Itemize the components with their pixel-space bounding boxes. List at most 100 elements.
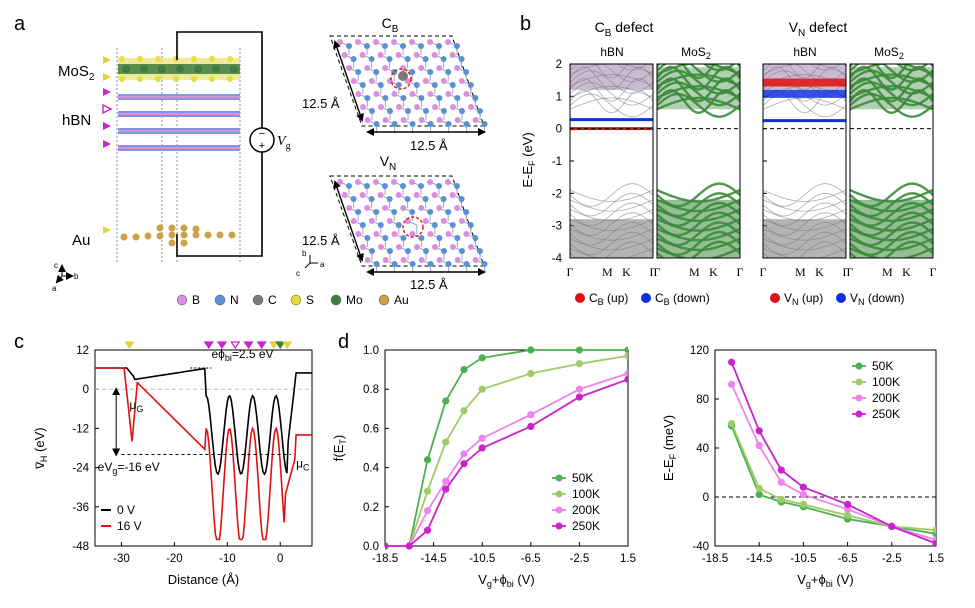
potential-ylabel: v̅H (eV) <box>32 427 49 469</box>
nitrogen-atom <box>400 183 406 189</box>
band-panel-frame <box>569 63 654 259</box>
legend-label: 100K <box>872 375 900 389</box>
data-point-200K <box>423 507 432 515</box>
boron-atom <box>337 179 343 185</box>
boron-atom <box>427 39 433 45</box>
data-point-50K <box>460 366 468 374</box>
data-point-250K <box>575 393 584 401</box>
potential-plot: 12 0 -12 -24 -36 -48 -30 -20 -10 0 eϕbi=2.5 eV μG μC… <box>32 341 313 587</box>
ytick-label: 12 <box>76 345 89 357</box>
bands-ytick: 0 <box>556 124 562 136</box>
nitrogen-atom <box>364 95 371 101</box>
legend-label: 50K <box>872 359 893 373</box>
boron-atom <box>436 117 443 123</box>
ytick-label: 40 <box>696 443 709 455</box>
boron-atom <box>373 231 380 237</box>
nitrogen-atom <box>467 222 474 228</box>
gate-plus: + <box>259 140 265 152</box>
legend-spin-icon <box>641 293 651 303</box>
nitrogen-atom <box>409 121 416 127</box>
data-point-200K <box>727 380 736 388</box>
nitrogen-atom <box>463 261 470 267</box>
data-point-100K <box>442 438 450 446</box>
data-point-200K <box>777 478 785 486</box>
gate-label: Vg <box>277 134 291 152</box>
subtitle-mos2: MoS2 <box>681 45 711 61</box>
ytick-label: 0.0 <box>363 541 379 553</box>
boron-atom <box>472 257 479 263</box>
axis-b-label: b <box>74 272 79 281</box>
legend-atom-label: C <box>268 293 277 307</box>
data-point-250K <box>799 483 808 491</box>
boron-atom <box>418 65 425 71</box>
data-point-100K <box>932 526 936 534</box>
band-panel-frame <box>762 63 847 259</box>
nitrogen-atom <box>418 95 425 101</box>
layer-position-marker <box>230 341 241 350</box>
bands-ylabel: E-EF (eV) <box>520 132 537 187</box>
band-structure-panels: 210-1-2-3-4Γ M K ΓΓ M K Γ Γ M K ΓΓ M K Γ <box>552 59 937 279</box>
data-point-200K <box>478 434 486 442</box>
nitrogen-atom <box>427 121 434 127</box>
nitrogen-atom <box>431 82 438 88</box>
nitrogen-atom <box>391 209 398 215</box>
legend-atom-icon <box>378 294 390 306</box>
nitrogen-atom <box>409 69 416 75</box>
occupation-chart: -18.5 -14.5 -10.5 -6.5 -2.5 1.5 0.0 0.2 0.4 0.6 0.… <box>331 345 636 589</box>
subtitle-mos2: MoS2 <box>874 45 904 61</box>
nitrogen-atom <box>459 248 465 254</box>
data-point-250K <box>888 522 896 531</box>
xtick-label: -10.5 <box>790 553 816 565</box>
ytick-label: 0 <box>83 384 89 396</box>
nitrogen-atom <box>418 183 424 189</box>
nitrogen-atom <box>382 43 388 49</box>
ytick-label: -48 <box>72 541 89 553</box>
nitrogen-atom <box>373 209 380 215</box>
bands-ytick: 1 <box>556 91 562 103</box>
ytick-label: -12 <box>72 423 89 435</box>
boron-atom <box>427 91 434 97</box>
legend-marker-icon <box>555 522 563 530</box>
kpoint-label: K <box>902 265 911 279</box>
cell-size-label: 12.5 Å <box>410 277 448 292</box>
mos2-layer <box>118 56 240 82</box>
nitrogen-atom <box>382 183 388 189</box>
nitrogen-atom <box>477 108 483 114</box>
nitrogen-atom <box>395 222 402 228</box>
boron-atom <box>404 218 411 224</box>
boron-atom <box>468 104 474 110</box>
boron-atom <box>414 104 420 110</box>
nitrogen-atom <box>355 69 362 75</box>
nitrogen-atom <box>373 69 380 75</box>
legend-atom-label: S <box>306 293 314 307</box>
nitrogen-atom <box>409 261 416 267</box>
boron-atom <box>445 231 452 237</box>
boron-atom <box>418 117 425 123</box>
nitrogen-atom <box>391 121 398 127</box>
nitrogen-atom <box>454 95 461 101</box>
nitrogen-atom <box>400 95 407 101</box>
boron-atom <box>422 78 429 84</box>
boron-atom <box>400 205 407 211</box>
nitrogen-atom <box>400 235 407 241</box>
boron-atom <box>468 244 474 250</box>
axis-b-label: b <box>302 249 307 258</box>
kpoint-label: M <box>882 265 893 279</box>
boron-atom <box>449 192 456 198</box>
nitrogen-atom <box>449 222 456 228</box>
data-point-250K <box>527 422 535 431</box>
ytick-label: 80 <box>696 394 709 406</box>
lattice-vn: VN 12.5 Å 12.5 Å b c a <box>296 153 488 292</box>
plot-frame <box>714 349 937 547</box>
layer-position-marker <box>216 341 228 350</box>
data-point-100K <box>478 385 486 393</box>
nitrogen-atom <box>395 82 402 88</box>
xtick-label: -18.5 <box>702 553 728 565</box>
legend-atom-label: Au <box>394 293 409 307</box>
data-point-100K <box>624 352 628 360</box>
data-point-200K <box>799 490 808 499</box>
boron-atom <box>414 244 420 250</box>
boron-atom <box>396 244 402 250</box>
nitrogen-atom <box>463 209 470 215</box>
nitrogen-atom <box>382 95 389 101</box>
